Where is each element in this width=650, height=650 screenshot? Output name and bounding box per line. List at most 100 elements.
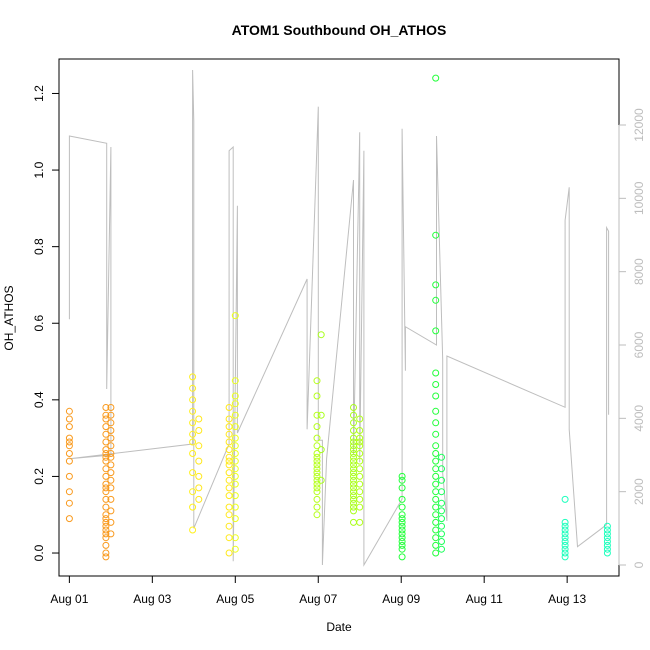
data-point	[225, 476, 233, 484]
data-point	[195, 415, 203, 423]
data-point	[231, 545, 239, 553]
data-point	[189, 396, 197, 404]
data-point	[438, 476, 445, 484]
data-point	[438, 522, 445, 530]
data-point	[350, 484, 357, 492]
data-point	[603, 534, 611, 542]
data-point	[432, 392, 440, 400]
data-point	[350, 461, 357, 469]
data-point	[189, 469, 197, 477]
data-point	[350, 404, 357, 411]
data-point	[231, 450, 239, 457]
data-point	[195, 472, 203, 480]
data-point	[432, 511, 440, 519]
data-point	[102, 549, 110, 557]
data-point	[398, 476, 406, 484]
data-point	[356, 434, 364, 442]
data-point	[313, 480, 321, 488]
data-point	[195, 442, 203, 450]
data-point	[107, 404, 115, 411]
x-tick-label: Aug 09	[382, 592, 420, 606]
y2-tick-label: 2000	[632, 478, 646, 505]
data-point	[231, 534, 239, 542]
data-point	[225, 511, 233, 519]
data-point	[313, 465, 321, 473]
data-point	[561, 526, 569, 534]
data-point	[350, 469, 357, 477]
data-point	[398, 518, 406, 526]
x-tick-label: Aug 01	[50, 592, 88, 606]
data-point	[432, 518, 440, 526]
data-point	[438, 499, 445, 507]
data-point	[432, 407, 440, 415]
data-point	[102, 526, 110, 534]
chart-title: ATOM1 Southbound OH_ATHOS	[232, 22, 447, 38]
data-point	[195, 427, 203, 434]
data-point	[432, 327, 440, 335]
data-point	[313, 461, 321, 469]
data-point	[189, 373, 197, 381]
data-point	[65, 488, 73, 496]
data-point	[356, 450, 364, 457]
data-point	[561, 495, 569, 503]
data-point	[313, 476, 321, 484]
data-point	[561, 545, 569, 553]
data-point	[398, 495, 406, 503]
data-point	[107, 442, 115, 450]
data-point	[231, 480, 239, 488]
data-point	[107, 411, 115, 419]
data-point	[107, 427, 115, 434]
data-point	[231, 465, 239, 473]
data-point	[189, 450, 197, 457]
data-point	[102, 411, 110, 419]
data-point	[561, 553, 569, 561]
data-point	[313, 488, 321, 496]
data-point	[356, 503, 364, 511]
data-point	[356, 457, 364, 465]
data-point	[102, 450, 110, 457]
data-point	[102, 534, 110, 542]
data-point	[313, 423, 321, 431]
data-point	[398, 534, 406, 542]
data-point	[225, 446, 233, 454]
data-point	[603, 541, 611, 549]
data-point	[231, 515, 239, 523]
data-point	[102, 488, 110, 496]
data-point	[65, 442, 73, 450]
data-point	[356, 465, 364, 473]
data-point	[432, 526, 440, 534]
data-point	[432, 74, 440, 82]
data-point	[102, 438, 110, 446]
data-point	[189, 419, 197, 427]
data-point	[65, 415, 73, 423]
data-point	[438, 538, 445, 545]
data-point	[432, 442, 440, 450]
data-point	[350, 476, 357, 484]
data-point	[438, 530, 445, 538]
y2-tick-label: 8000	[632, 258, 646, 285]
data-point	[102, 415, 110, 423]
data-point	[561, 541, 569, 549]
data-point	[356, 518, 364, 526]
data-point	[231, 377, 239, 385]
x-tick-label: Aug 05	[216, 592, 254, 606]
data-point	[225, 453, 233, 461]
data-point	[65, 457, 73, 465]
data-point	[189, 503, 197, 511]
data-point	[102, 518, 110, 526]
y-axis-label: OH_ATHOS	[2, 285, 16, 350]
data-point	[438, 453, 445, 461]
data-point	[317, 331, 325, 339]
data-point	[313, 495, 321, 503]
data-point	[432, 503, 440, 511]
data-point	[102, 453, 110, 461]
data-point	[313, 469, 321, 477]
data-point	[225, 461, 233, 469]
data-point	[398, 538, 406, 545]
data-point	[102, 484, 110, 492]
data-point	[432, 472, 440, 480]
data-point	[561, 522, 569, 530]
data-point	[313, 503, 321, 511]
data-point	[231, 503, 239, 511]
